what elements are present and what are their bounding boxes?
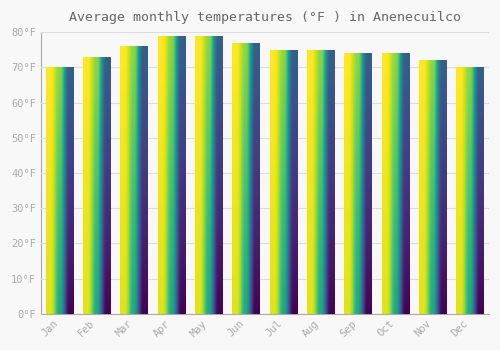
- Title: Average monthly temperatures (°F ) in Anenecuilco: Average monthly temperatures (°F ) in An…: [69, 11, 461, 24]
